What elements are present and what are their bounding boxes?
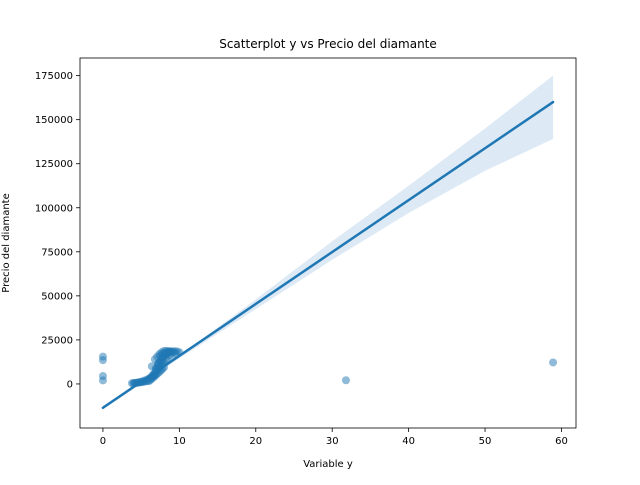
plot-frame <box>79 57 577 429</box>
y-axis-ticks: 0 25000 50000 75000 100000 125000 150000 175000 <box>35 71 80 390</box>
scatter-point <box>98 356 107 365</box>
regression-line-layer <box>101 100 555 409</box>
x-tick-label: 0 <box>100 436 106 447</box>
x-tick-label: 50 <box>479 436 492 447</box>
y-axis-label: Precio del diamante <box>1 193 12 292</box>
x-tick-label: 40 <box>402 436 415 447</box>
y-tick-label: 125000 <box>35 159 73 170</box>
x-axis-ticks: 0 10 20 30 40 50 60 <box>100 428 568 447</box>
scatter-points-layer <box>98 346 558 388</box>
chart-title: Scatterplot y vs Precio del diamante <box>219 37 437 51</box>
regression-line <box>101 100 555 409</box>
y-tick-label: 0 <box>67 379 73 390</box>
scatter-point <box>153 359 162 368</box>
x-axis-label: Variable y <box>303 459 353 470</box>
x-tick-label: 20 <box>249 436 262 447</box>
x-tick-label: 60 <box>555 436 568 447</box>
x-tick-label: 10 <box>173 436 186 447</box>
y-tick-label: 75000 <box>41 247 73 258</box>
y-tick-label: 50000 <box>41 291 73 302</box>
scatter-point <box>98 376 107 385</box>
y-tick-label: 150000 <box>35 115 73 126</box>
scatter-point <box>341 376 350 385</box>
x-tick-label: 30 <box>326 436 339 447</box>
y-tick-label: 100000 <box>35 203 73 214</box>
y-tick-label: 175000 <box>35 71 73 82</box>
scatter-point <box>549 358 558 367</box>
y-tick-label: 25000 <box>41 335 73 346</box>
